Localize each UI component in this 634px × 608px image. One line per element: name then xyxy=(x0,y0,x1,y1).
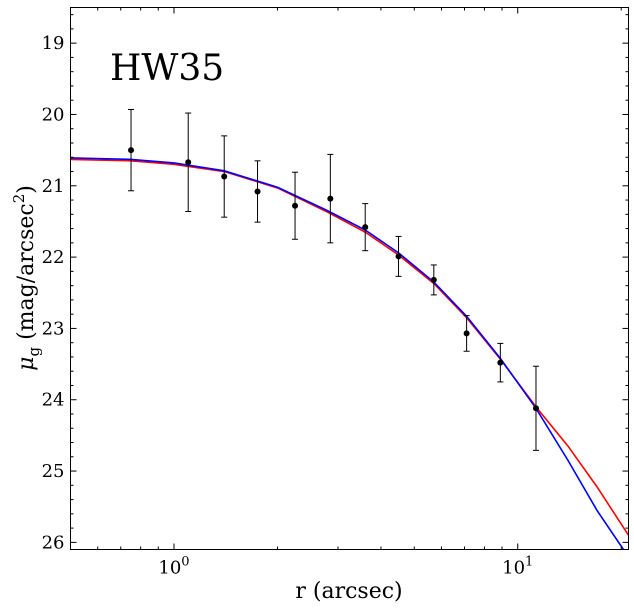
x-tick-label-1: 100 xyxy=(158,555,189,579)
data-point-0 xyxy=(128,147,135,154)
x-tick-label-exponent: 1 xyxy=(525,555,533,570)
y-tick-label-22: 22 xyxy=(42,247,65,268)
plot-frame xyxy=(70,7,629,550)
y-axis-label: μg (mag/arcsec2) xyxy=(10,185,43,371)
data-point-2 xyxy=(221,173,228,180)
y-tick-label-21: 21 xyxy=(42,176,65,197)
series-line-1 xyxy=(70,157,625,550)
x-tick-label-exponent: 0 xyxy=(181,555,189,570)
x-tick-label-base: 10 xyxy=(158,558,181,579)
y-tick-label-23: 23 xyxy=(42,318,65,339)
data-point-5 xyxy=(327,195,334,202)
data-point-3 xyxy=(254,188,261,195)
y-axis-label-superscript: 2 xyxy=(10,194,28,204)
y-tick-label-20: 20 xyxy=(42,104,65,125)
y-tick-label-25: 25 xyxy=(42,461,65,482)
series-line-0 xyxy=(70,158,629,536)
x-tick-label-10: 101 xyxy=(502,555,533,579)
data-point-11 xyxy=(532,405,539,412)
data-point-7 xyxy=(395,253,402,260)
x-axis-label: r (arcsec) xyxy=(295,579,402,604)
data-point-6 xyxy=(362,224,369,231)
data-point-8 xyxy=(430,276,437,283)
chart-title: HW35 xyxy=(110,48,224,89)
x-tick-label-base: 10 xyxy=(502,558,525,579)
y-axis-label-symbol: μ xyxy=(14,357,39,371)
data-point-4 xyxy=(292,202,299,209)
data-point-1 xyxy=(185,159,192,166)
data-point-9 xyxy=(463,330,470,337)
data-point-10 xyxy=(497,359,504,366)
plot-content xyxy=(70,108,629,550)
y-tick-label-24: 24 xyxy=(42,390,65,411)
y-axis-label-close: ) xyxy=(14,185,39,194)
y-axis-label-text: (mag/arcsec xyxy=(14,203,39,347)
y-tick-label-26: 26 xyxy=(42,532,65,553)
y-tick-label-19: 19 xyxy=(42,33,65,54)
y-axis-label-subscript: g xyxy=(25,347,43,357)
